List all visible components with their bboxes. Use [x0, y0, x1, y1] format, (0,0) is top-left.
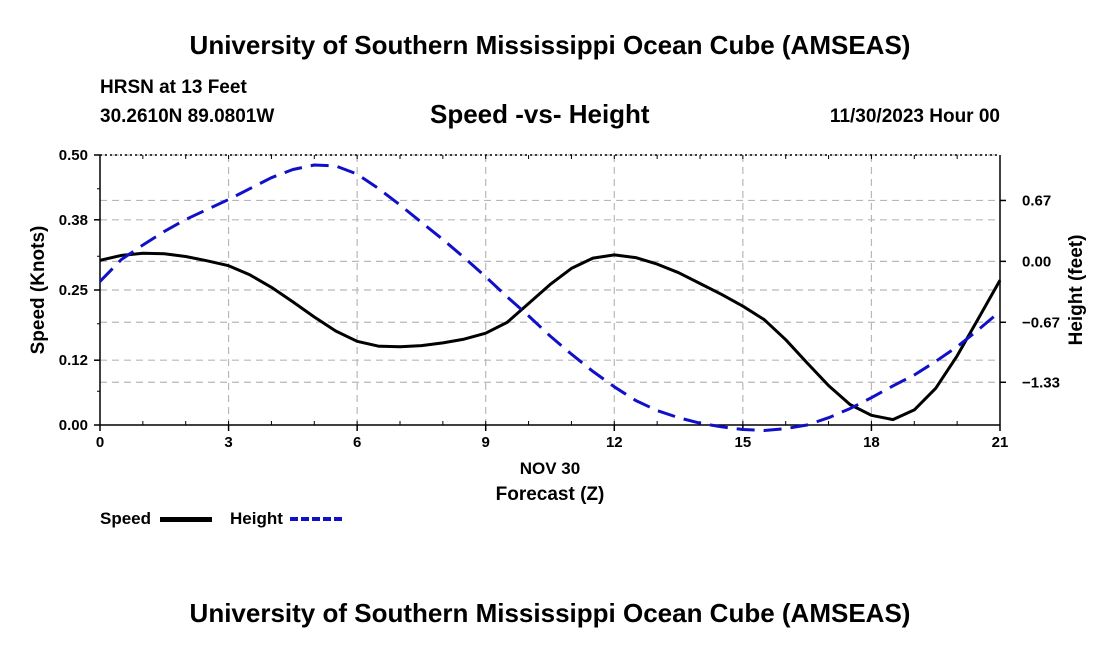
x-tick-label: 18 [863, 434, 880, 451]
chart-main-title: University of Southern Mississippi Ocean… [189, 30, 911, 60]
legend-speed-swatch [160, 517, 212, 522]
forecast-datetime: 11/30/2023 Hour 00 [829, 106, 1000, 127]
x-tick-label: 0 [96, 434, 104, 451]
x-tick-label: 12 [606, 434, 623, 451]
y-tick-label: 0.38 [59, 212, 88, 229]
coordinates-label: 30.2610N 89.0801W [100, 106, 275, 127]
y-tick-label: 0.50 [59, 147, 88, 164]
y2-tick-label: −1.33 [1022, 374, 1060, 391]
y2-tick-label: 0.67 [1022, 192, 1051, 209]
y2-tick-label: 0.00 [1022, 253, 1051, 270]
x-axis-date-label: NOV 30 [520, 459, 580, 478]
series-line-speed [99, 251, 1002, 422]
station-label: HRSN at 13 Feet [100, 77, 247, 98]
y2-tick-label: −0.67 [1022, 314, 1060, 331]
series-line-height [98, 163, 1001, 432]
y-axis-title: Speed (Knots) [28, 226, 49, 355]
legend-height-label: Height [230, 509, 283, 528]
x-tick-label: 3 [224, 434, 232, 451]
chart-subtitle: Speed -vs- Height [430, 99, 650, 129]
legend-height-swatch [290, 517, 342, 521]
y2-axis-title: Height (feet) [1066, 235, 1087, 346]
y-tick-label: 0.25 [59, 282, 88, 299]
x-tick-label: 6 [353, 434, 361, 451]
legend-speed-label: Speed [100, 509, 152, 528]
y-tick-label: 0.00 [59, 417, 88, 434]
x-axis-title: Forecast (Z) [496, 484, 605, 505]
footer-title: University of Southern Mississippi Ocean… [189, 598, 911, 628]
x-tick-label: 21 [992, 434, 1009, 451]
x-tick-label: 9 [482, 434, 490, 451]
y-tick-label: 0.12 [59, 352, 88, 369]
x-tick-label: 15 [735, 434, 752, 451]
